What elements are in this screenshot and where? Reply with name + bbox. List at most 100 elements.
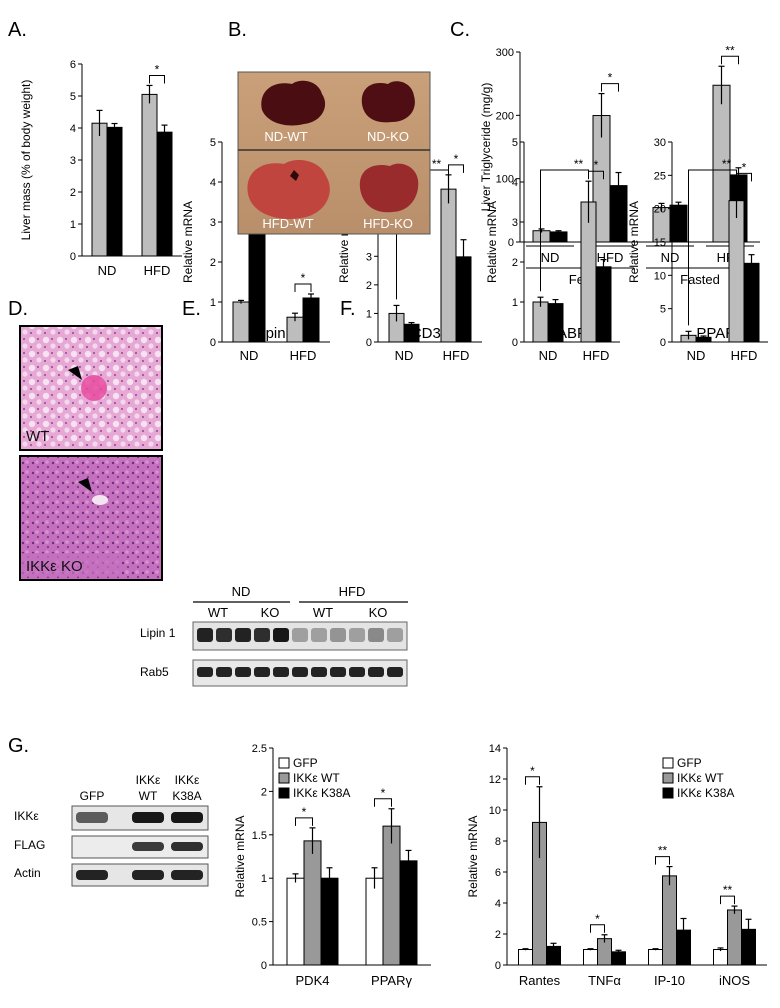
blot-e-group-hfd: HFD <box>339 584 366 599</box>
panel-letter-f: F. <box>340 298 356 320</box>
blot-e-lipin1-band <box>368 628 384 642</box>
chart-f1-sig-bracket <box>448 164 464 173</box>
blot-e-rab5-band <box>197 667 213 677</box>
blot-e-rab5-band <box>235 667 251 677</box>
chart-f2-ytick-label: 2 <box>512 257 518 269</box>
blot-e-bands <box>197 628 403 677</box>
chart-a-category-label: ND <box>98 263 117 278</box>
chart-a-sig-bracket <box>149 74 165 84</box>
blot-g-flag-band <box>171 842 203 851</box>
chart-c-sig-label: ** <box>725 43 735 57</box>
chart-e-ytick-label: 4 <box>210 177 216 189</box>
chart-g2-legend-swatch <box>662 787 674 799</box>
blot-e-rab5-band <box>368 667 384 677</box>
blot-e-row-rab5: Rab5 <box>140 665 169 679</box>
chart-e-sig-bracket <box>294 283 312 292</box>
chart-g1-legend-label: GFP <box>293 756 318 770</box>
chart-e-bar <box>302 297 320 343</box>
chart-e-category-label: ND <box>240 348 259 363</box>
chart-f2-bar <box>547 303 564 343</box>
gallbladder-mark <box>290 170 299 181</box>
chart-a-category-label: HFD <box>144 263 171 278</box>
chart-e-ytick-label: 1 <box>210 297 216 309</box>
chart-g2-sig-bracket <box>525 776 540 785</box>
chart-a-bar <box>91 122 108 257</box>
chart-g1-ytick-label: 0 <box>261 960 267 972</box>
chart-c-ytick-label: 300 <box>496 47 514 59</box>
chart-f3-sig-label: ** <box>722 157 732 171</box>
chart-g1-ytick-label: 1.5 <box>252 830 267 842</box>
chart-f1-title: CD36 <box>411 325 449 342</box>
liver-photo-panel: ND-WT ND-KO HFD-WT HFD-KO <box>237 71 431 235</box>
liver-hfd-ko <box>359 163 419 213</box>
blot-e-rab5-band <box>349 667 365 677</box>
chart-g2-bar <box>662 875 677 966</box>
chart-g2-legend-label: IKKε WT <box>677 771 724 785</box>
panel-letter-e: E. <box>182 298 201 320</box>
photo-label-hfd-wt: HFD-WT <box>262 216 313 231</box>
chart-g2-category-label: Rantes <box>519 973 561 988</box>
blot-e-lipin1-band <box>273 628 289 642</box>
chart-g1-ytick-label: 2.5 <box>252 743 267 755</box>
chart-g1-sig-label: * <box>302 805 307 819</box>
chart-f3-sig-bracket-span <box>688 169 737 326</box>
blot-e-lipin1-band <box>235 628 251 642</box>
chart-a-bar <box>106 126 123 257</box>
blot-e-geno-4: KO <box>369 605 388 620</box>
chart-g1-bar <box>303 840 322 966</box>
chart-a-ylabel: Liver mass (% of body weight) <box>19 80 33 241</box>
chart-f1-ytick-label: 0 <box>366 337 372 349</box>
blot-g-row-ikk: IKKε <box>14 809 39 823</box>
blot-e-geno-1: WT <box>208 605 228 620</box>
panel-letter-a: A. <box>8 19 27 41</box>
chart-f2-category-label: ND <box>539 348 558 363</box>
chart-g2-ylabel: Relative mRNA <box>466 815 480 897</box>
chart-e-ytick-label: 0 <box>210 337 216 349</box>
blot-g-lane-ikk-wt-a: IKKε <box>136 773 161 787</box>
blot-e-rab5-band <box>254 667 270 677</box>
chart-c-bar <box>549 231 568 243</box>
blot-g-actin-band <box>132 870 164 880</box>
chart-g2-bar <box>583 949 598 966</box>
chart-a-ytick-label: 0 <box>70 251 76 263</box>
central-vein-wt <box>81 375 107 401</box>
blot-e-rab5-band <box>330 667 346 677</box>
blot-g-bands <box>76 812 203 880</box>
chart-g2-ytick-label: 10 <box>489 805 501 817</box>
chart-g1-bar <box>365 877 384 966</box>
chart-c-sig-label: * <box>608 71 613 85</box>
chart-g1-sig-label: * <box>381 786 386 800</box>
blot-e-geno-2: KO <box>261 605 280 620</box>
chart-e-ytick-label: 3 <box>210 217 216 229</box>
blot-e: ND HFD WT KO WT KO Lipin 1 Rab5 <box>140 584 408 687</box>
chart-g1-category-label: PDK4 <box>296 973 330 988</box>
histology-label-wt: WT <box>26 428 49 445</box>
chart-f3-category-label: HFD <box>731 348 758 363</box>
chart-e-sig-label: * <box>301 271 306 285</box>
chart-g1-sig-bracket <box>295 817 313 826</box>
chart-a-ytick-label: 4 <box>70 123 76 135</box>
chart-f3-category-label: ND <box>687 348 706 363</box>
chart-g1-sig-bracket <box>374 798 392 807</box>
blot-e-lipin1-band <box>330 628 346 642</box>
chart-g-cytokines: 0 2 4 6 8 10 12 14 Relative mRNA Rantes TNFα IP-10 i… <box>466 743 767 988</box>
chart-e-ytick-label: 5 <box>210 137 216 149</box>
chart-f1-sig-label: * <box>454 152 459 166</box>
chart-g1-legend-swatch <box>278 787 290 799</box>
chart-c-ylabel: Liver Triglyceride (mg/g) <box>479 83 493 212</box>
chart-f2-category-label: HFD <box>583 348 610 363</box>
chart-a-liver-mass: 0 1 2 3 4 5 6 Liver mass (% of body weight) ND HF… <box>19 59 182 278</box>
blot-g-lane-gfp: GFP <box>80 789 105 803</box>
chart-a-sig-label: * <box>155 62 160 76</box>
blot-g-ikk-band <box>76 812 108 823</box>
chart-f2-bar <box>532 301 549 343</box>
chart-f2-ylabel: Relative mRNA <box>485 201 499 283</box>
chart-a-ytick-label: 1 <box>70 219 76 231</box>
chart-g2-sig-bracket <box>655 856 670 865</box>
blot-e-lipin1-band <box>197 628 213 642</box>
chart-g2-ytick-label: 14 <box>489 743 501 755</box>
